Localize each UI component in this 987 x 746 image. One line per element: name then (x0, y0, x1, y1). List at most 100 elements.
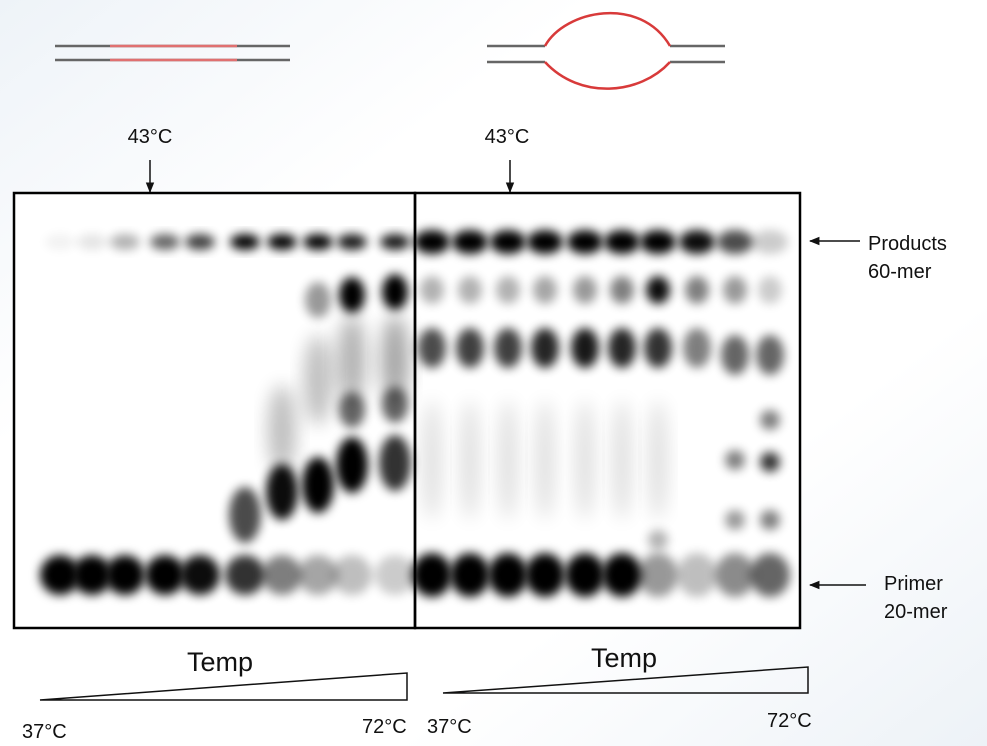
gel-band (305, 282, 331, 318)
gel-band (262, 555, 302, 595)
gel-band (760, 452, 780, 472)
temp-start: 37°C (427, 716, 472, 738)
gel-band (458, 276, 482, 304)
gel-band (725, 450, 745, 470)
gel-band (533, 276, 557, 304)
gel-band (760, 410, 780, 430)
temp-label: Temp (187, 647, 253, 677)
gel-frame (413, 191, 802, 630)
gel-band (602, 553, 642, 597)
gel-band (565, 553, 605, 597)
gel-band (266, 464, 298, 520)
duplex-diagram (55, 44, 290, 62)
gel-band (498, 400, 518, 520)
gel-band (715, 553, 755, 597)
gel-band (452, 230, 488, 254)
gel-band (756, 335, 784, 375)
gel-band (332, 555, 372, 595)
gel-band (418, 328, 446, 368)
gel-band (450, 553, 490, 597)
bubble-diagram (487, 12, 725, 90)
gel-band (105, 555, 145, 595)
gel-band (638, 553, 678, 597)
gel-band (40, 555, 80, 595)
gel-band (303, 234, 333, 250)
gel-band (460, 400, 480, 520)
gel-band (575, 400, 595, 520)
gel-band (535, 400, 555, 520)
gel-band (339, 392, 365, 428)
temp-wedge (39, 672, 408, 701)
gel-image (14, 193, 800, 628)
gel-band (268, 385, 296, 475)
gel-band (336, 437, 368, 493)
gel-band (412, 553, 452, 597)
gel-band (677, 553, 717, 597)
gel-band (381, 315, 409, 405)
gel-band (229, 487, 261, 543)
gel-band (45, 234, 75, 250)
gel-band (527, 230, 563, 254)
gel-band (302, 457, 334, 513)
gel-band (488, 553, 528, 597)
gel-band (723, 276, 747, 304)
temp-start: 37°C (22, 721, 67, 743)
band-label: Primer (884, 573, 943, 595)
band-size: 20-mer (884, 601, 948, 623)
gel-band (414, 230, 450, 254)
gel-band (573, 276, 597, 304)
gel-band (375, 555, 415, 595)
gel-band (525, 553, 565, 597)
gel-band (185, 234, 215, 250)
gel-band (422, 400, 442, 520)
gel-band (298, 555, 338, 595)
gel-band (267, 234, 297, 250)
gel-band (531, 328, 559, 368)
gel-band (610, 276, 634, 304)
gel-band (180, 555, 220, 595)
temp-wedge (442, 666, 809, 694)
gel-band (571, 328, 599, 368)
gel-band (683, 328, 711, 368)
gel-band (679, 230, 715, 254)
gel-band (608, 328, 636, 368)
gel-band (304, 335, 332, 425)
gel-band (612, 400, 632, 520)
gel-band (496, 276, 520, 304)
gel-band (490, 230, 526, 254)
gel-band (646, 276, 670, 304)
gel-band (648, 530, 668, 550)
gel-band (640, 230, 676, 254)
temp-end: 72°C (362, 716, 407, 738)
band-size: 60-mer (868, 261, 932, 283)
gel-band (717, 230, 753, 254)
gel-band (150, 234, 180, 250)
gel-band (382, 274, 408, 310)
gel-band (145, 555, 185, 595)
band-label: Products (868, 233, 947, 255)
gel-band (420, 276, 444, 304)
gel-band (379, 435, 411, 491)
gel-band (380, 234, 410, 250)
gel-band (339, 277, 365, 313)
gel-band (750, 553, 790, 597)
gel-band (644, 328, 672, 368)
gel-band (721, 335, 749, 375)
gel-band (685, 276, 709, 304)
gel-band (725, 510, 745, 530)
gel-band (752, 230, 788, 254)
gel-band (77, 234, 107, 250)
gel-band (110, 234, 140, 250)
marker-label: 43°C (485, 126, 530, 148)
temp-label: Temp (591, 643, 657, 673)
gel-band (567, 230, 603, 254)
temp-end: 72°C (767, 710, 812, 732)
gel-band (337, 234, 367, 250)
gel-band (456, 328, 484, 368)
marker-label: 43°C (128, 126, 173, 148)
gel-band (338, 315, 366, 405)
gel-band (225, 555, 265, 595)
gel-band (760, 510, 780, 530)
